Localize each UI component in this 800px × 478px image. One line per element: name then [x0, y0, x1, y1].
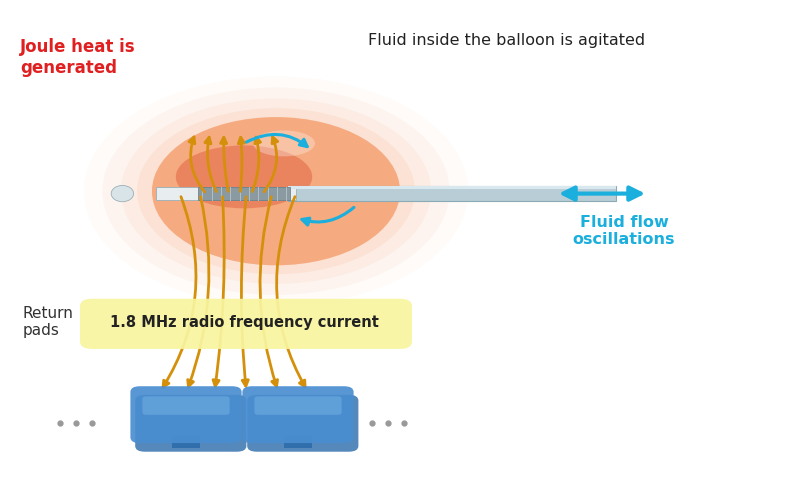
- Ellipse shape: [137, 108, 415, 274]
- Ellipse shape: [152, 117, 400, 265]
- Ellipse shape: [111, 185, 134, 202]
- Ellipse shape: [253, 130, 315, 156]
- Text: Joule heat is
generated: Joule heat is generated: [20, 38, 136, 77]
- Text: 1.8 MHz radio frequency current: 1.8 MHz radio frequency current: [110, 315, 378, 330]
- Ellipse shape: [121, 98, 431, 284]
- Ellipse shape: [102, 87, 450, 295]
- Bar: [284, 436, 312, 448]
- FancyBboxPatch shape: [242, 386, 354, 443]
- Bar: [156, 187, 296, 200]
- FancyBboxPatch shape: [254, 396, 342, 415]
- FancyBboxPatch shape: [80, 299, 412, 349]
- Text: Fluid flow
oscillations: Fluid flow oscillations: [573, 215, 675, 248]
- Bar: [198, 187, 290, 200]
- FancyBboxPatch shape: [135, 395, 246, 452]
- Ellipse shape: [176, 145, 312, 208]
- Ellipse shape: [84, 76, 468, 306]
- Bar: [288, 186, 616, 201]
- FancyBboxPatch shape: [142, 396, 230, 415]
- FancyBboxPatch shape: [130, 386, 242, 443]
- Bar: [172, 436, 200, 448]
- Text: Fluid inside the balloon is agitated: Fluid inside the balloon is agitated: [368, 33, 645, 48]
- Text: Return
pads: Return pads: [22, 306, 74, 338]
- Bar: [288, 186, 616, 189]
- Ellipse shape: [152, 117, 400, 265]
- FancyBboxPatch shape: [247, 395, 358, 452]
